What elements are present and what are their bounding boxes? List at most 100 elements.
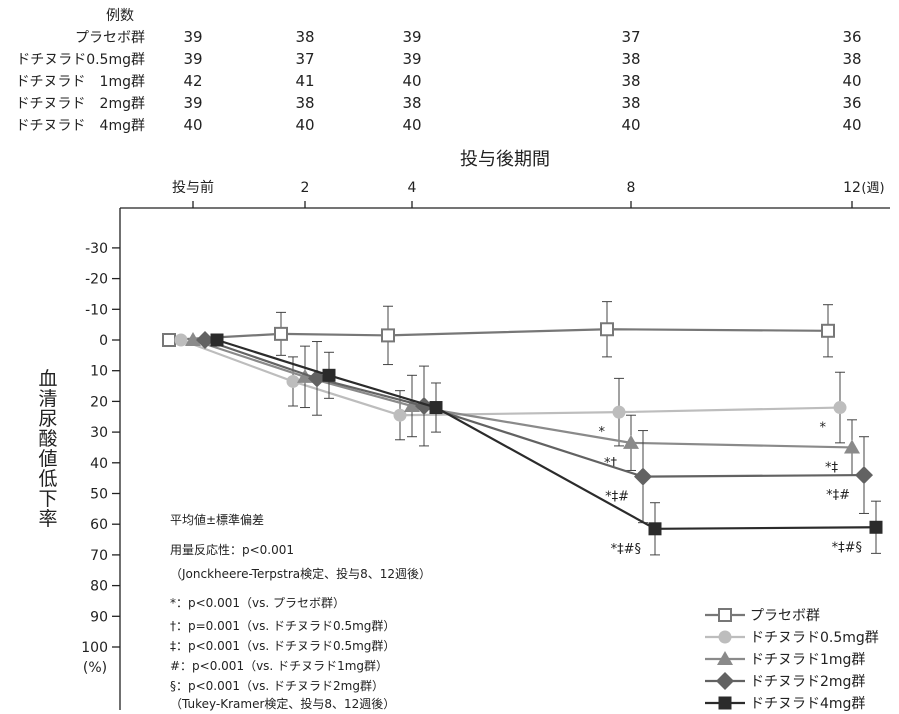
- significance-label: *‡#§: [611, 542, 641, 557]
- legend-marker: [717, 651, 733, 665]
- n-table-cell: 40: [402, 116, 421, 134]
- n-table-row-label: ドチヌラド 1mg群: [16, 74, 145, 90]
- data-point: [869, 520, 883, 534]
- data-point: [162, 333, 176, 347]
- series-0: [162, 301, 835, 366]
- n-table-cell: 40: [183, 116, 202, 134]
- data-point: [174, 333, 188, 347]
- data-point: [196, 331, 214, 349]
- note-line: §：p<0.001（vs. ドチヌラド2mg群）: [170, 679, 384, 693]
- legend: プラセボ群ドチヌラド0.5mg群ドチヌラド1mg群ドチヌラド2mg群ドチヌラド4…: [705, 608, 879, 712]
- n-table-cell: 36: [842, 94, 861, 112]
- n-table-cell: 38: [621, 72, 640, 90]
- series-line: [192, 338, 853, 449]
- n-table-cell: 39: [183, 28, 202, 46]
- n-table-cell: 38: [621, 94, 640, 112]
- n-table-cell: 40: [402, 72, 421, 90]
- y-tick-label: 80: [90, 579, 108, 595]
- note-line: †：p=0.001（vs. ドチヌラド0.5mg群）: [170, 619, 395, 633]
- data-point: [648, 522, 662, 536]
- n-table-cell: 38: [621, 50, 640, 68]
- n-table-cell: 40: [295, 116, 314, 134]
- n-table-cell: 36: [842, 28, 861, 46]
- note-line: *：p<0.001（vs. プラセボ群）: [170, 596, 345, 610]
- legend-marker: [718, 696, 732, 710]
- n-table-cell: 39: [183, 50, 202, 68]
- n-table-cell: 39: [402, 50, 421, 68]
- data-point: [600, 322, 614, 337]
- significance-label: *‡: [825, 460, 839, 475]
- legend-marker: [718, 608, 732, 622]
- x-tick-label: 4: [408, 180, 417, 196]
- significance-label: *‡#§: [832, 540, 862, 555]
- significance-label: *‡#: [826, 488, 850, 503]
- series-1: * *: [174, 333, 847, 447]
- y-tick-label: -20: [85, 272, 108, 288]
- legend-marker: [718, 630, 732, 644]
- data-point: [612, 405, 626, 419]
- n-table-row-label: ドチヌラド 4mg群: [16, 118, 145, 134]
- n-table-cell: 40: [842, 72, 861, 90]
- note-line: 平均値±標準偏差: [170, 512, 264, 527]
- data-point: [185, 332, 201, 346]
- legend-label: ドチヌラド1mg群: [750, 652, 865, 668]
- y-axis-title: 血清尿酸値低下率: [38, 368, 57, 530]
- data-point: [855, 466, 873, 485]
- series-4: *‡#§ *‡#§: [210, 333, 883, 557]
- data-point: [274, 326, 288, 341]
- y-tick-label: 60: [90, 517, 108, 533]
- y-tick-label: 10: [90, 364, 108, 380]
- n-table-cell: 40: [621, 116, 640, 134]
- x-axis-title: 投与後期間: [460, 149, 550, 170]
- series-2: *† *‡: [185, 332, 860, 476]
- y-tick-label: 20: [90, 394, 108, 410]
- series-line: [180, 338, 841, 417]
- note-line: 用量反応性：p<0.001: [170, 543, 294, 557]
- x-tick-label: 12: [843, 180, 861, 196]
- data-point: [429, 401, 443, 415]
- n-table-cell: 38: [842, 50, 861, 68]
- y-tick-label: 90: [90, 609, 108, 625]
- y-tick-label: -10: [85, 302, 108, 318]
- y-tick-label: 30: [90, 425, 108, 441]
- data-point: [286, 374, 300, 388]
- n-table-cell: 39: [402, 28, 421, 46]
- y-tick-label: 70: [90, 548, 108, 564]
- note-line: ‡：p<0.001（vs. ドチヌラド0.5mg群）: [170, 639, 395, 653]
- data-point: [634, 467, 652, 486]
- n-table-row-label: ドチヌラド0.5mg群: [16, 52, 145, 68]
- y-tick-label: 40: [90, 456, 108, 472]
- legend-label: プラセボ群: [750, 608, 820, 624]
- significance-label: *: [599, 425, 606, 440]
- y-axis-unit: (%): [83, 660, 107, 676]
- n-table-cell: 39: [183, 94, 202, 112]
- n-table-header: 例数: [106, 8, 134, 24]
- note-line: （Jonckheere-Terpstra検定、投与8、12週後）: [170, 566, 431, 581]
- y-tick-label: 50: [90, 487, 108, 503]
- n-table-cell: 38: [295, 28, 314, 46]
- data-point: [404, 398, 420, 413]
- series-line: [216, 338, 877, 530]
- n-table-cell: 40: [842, 116, 861, 134]
- series-layer: * **† *‡*‡# *‡#*‡#§ *‡#§: [162, 301, 883, 557]
- data-point: [393, 408, 407, 422]
- n-table-row-label: ドチヌラド 2mg群: [16, 96, 145, 112]
- data-point: [623, 434, 639, 449]
- n-table-row-label: プラセボ群: [75, 30, 145, 46]
- y-tick-label: 100: [81, 640, 108, 656]
- legend-label: ドチヌラド0.5mg群: [750, 630, 879, 646]
- data-point: [844, 439, 860, 454]
- series-3: *‡# *‡#: [196, 331, 873, 524]
- y-tick-label: 0: [99, 333, 108, 349]
- legend-label: ドチヌラド2mg群: [750, 674, 865, 690]
- significance-label: *‡#: [605, 490, 629, 505]
- data-point: [381, 328, 395, 343]
- n-table-cell: 38: [295, 94, 314, 112]
- legend-marker: [716, 672, 734, 690]
- x-tick-label: 8: [627, 180, 636, 196]
- y-tick-label: -30: [85, 241, 108, 257]
- significance-label: *: [820, 421, 827, 436]
